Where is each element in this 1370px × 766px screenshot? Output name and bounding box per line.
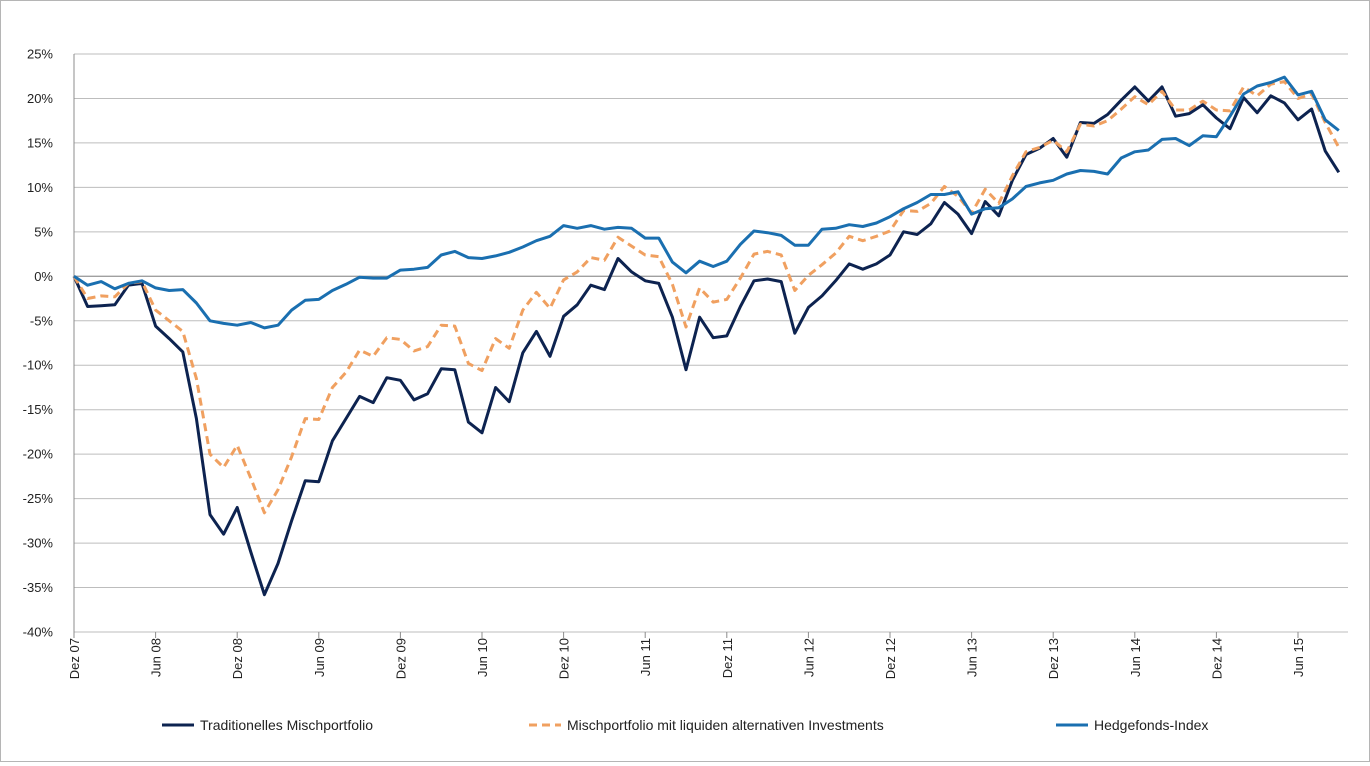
series-lines xyxy=(72,75,1341,597)
x-axis xyxy=(73,54,1348,638)
x-tick-label: Jun 12 xyxy=(801,638,816,677)
y-tick-label: 5% xyxy=(34,224,53,239)
y-tick-label: 10% xyxy=(27,180,53,195)
x-tick-label: Dez 14 xyxy=(1209,638,1224,679)
y-tick-label: 20% xyxy=(27,91,53,106)
x-tick-label: Jun 14 xyxy=(1128,638,1143,677)
y-tick-label: -40% xyxy=(23,625,54,640)
y-axis-tick-labels: 25% 20% 15% 10% 5% 0% -5% -10% -15% -20% -25% -30% -… xyxy=(23,47,54,640)
y-tick-label: -10% xyxy=(23,358,54,373)
legend-label-1: Traditionelles Mischportfolio xyxy=(200,717,373,733)
x-tick-label: Jun 09 xyxy=(312,638,327,677)
x-tick-label: Dez 11 xyxy=(720,638,735,678)
legend: Traditionelles Mischportfolio Mischportfo… xyxy=(162,717,1208,733)
y-tick-label: -35% xyxy=(23,580,54,595)
series-line-1 xyxy=(72,85,1341,597)
y-tick-label: -20% xyxy=(23,447,54,462)
y-tick-label: -25% xyxy=(23,491,54,506)
series-line-2 xyxy=(72,80,1341,515)
legend-label-3: Hedgefonds-Index xyxy=(1094,717,1208,733)
y-tick-label: 15% xyxy=(27,135,53,150)
x-tick-label: Dez 08 xyxy=(230,638,245,679)
x-tick-label: Jun 11 xyxy=(638,638,653,676)
y-tick-label: -30% xyxy=(23,536,54,551)
x-tick-label: Jun 13 xyxy=(965,638,980,677)
x-tick-label: Jun 10 xyxy=(475,638,490,677)
x-tick-label: Dez 09 xyxy=(393,638,408,679)
y-tick-label: -15% xyxy=(23,402,54,417)
x-tick-label: Dez 13 xyxy=(1046,638,1061,679)
x-tick-label: Dez 12 xyxy=(883,638,898,679)
series-line-3 xyxy=(73,75,1340,330)
y-tick-label: 0% xyxy=(34,269,53,284)
x-tick-label: Jun 08 xyxy=(149,638,164,677)
y-tick-label: 25% xyxy=(27,47,53,62)
x-tick-label: Dez 10 xyxy=(557,638,572,679)
legend-label-2: Mischportfolio mit liquiden alternativen… xyxy=(567,717,884,733)
x-axis-tick-labels: Dez 07 Jun 08 Dez 08 Jun 09 Dez 09 Jun 10 Dez … xyxy=(67,638,1306,679)
gridlines xyxy=(74,53,1348,633)
y-tick-label: -5% xyxy=(30,313,54,328)
x-tick-label: Jun 15 xyxy=(1291,638,1306,677)
x-tick-label: Dez 07 xyxy=(67,638,82,679)
